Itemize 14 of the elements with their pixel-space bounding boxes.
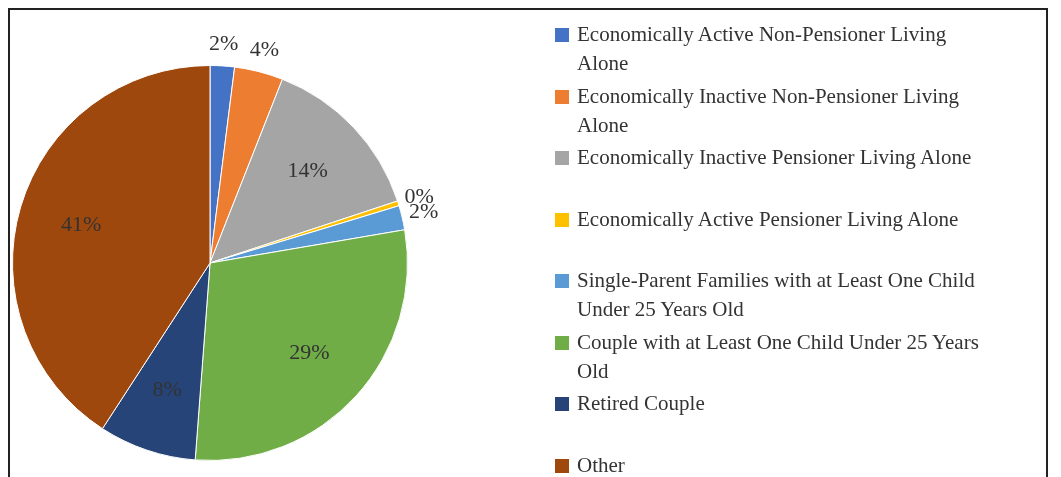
data-label: 29% bbox=[289, 339, 330, 365]
legend-label: Economically Inactive Pensioner Living Alone bbox=[577, 144, 972, 171]
legend-label: Couple with at Least One Child Under 25 Years Old bbox=[577, 328, 980, 385]
legend-label: Economically Active Pensioner Living Alone bbox=[577, 205, 959, 233]
data-label: 41% bbox=[61, 210, 102, 236]
legend-label: Single-Parent Families with at Least One Child Under 25 Years Old bbox=[577, 267, 976, 323]
data-label: 14% bbox=[287, 156, 328, 182]
data-label: 2% bbox=[209, 29, 239, 55]
legend-label: Other bbox=[577, 451, 625, 477]
legend-label: Economically Inactive Non-Pensioner Living Alone bbox=[577, 82, 960, 139]
legend-label: Economically Active Non-Pensioner Living Alone bbox=[577, 21, 948, 77]
legend-label: Retired Couple bbox=[577, 390, 705, 417]
data-label: 4% bbox=[249, 36, 280, 62]
data-label: 8% bbox=[152, 376, 182, 402]
